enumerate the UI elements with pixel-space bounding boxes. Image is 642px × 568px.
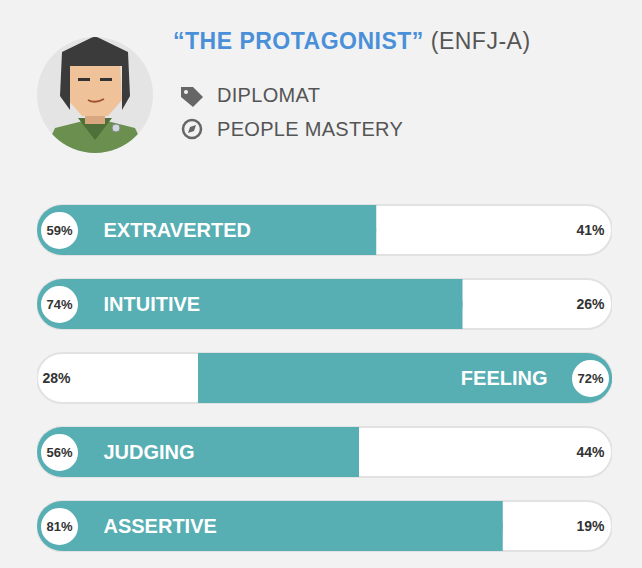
svg-text:44%: 44% <box>576 444 605 460</box>
svg-text:81%: 81% <box>46 519 72 534</box>
svg-text:56%: 56% <box>46 445 72 460</box>
svg-text:72%: 72% <box>577 371 603 386</box>
svg-text:ASSERTIVE: ASSERTIVE <box>104 515 217 537</box>
svg-text:INTUITIVE: INTUITIVE <box>104 293 201 315</box>
svg-text:19%: 19% <box>576 518 605 534</box>
html-text:PEOPLE MASTERY: PEOPLE MASTERY <box>217 118 404 140</box>
svg-text:FEELING: FEELING <box>461 367 548 389</box>
svg-text:26%: 26% <box>576 296 605 312</box>
svg-text:JUDGING: JUDGING <box>104 441 195 463</box>
svg-text:28%: 28% <box>43 370 72 386</box>
svg-text:EXTRAVERTED: EXTRAVERTED <box>104 219 251 241</box>
svg-text:41%: 41% <box>576 222 605 238</box>
html-text:“THE PROTAGONIST” (ENFJ-A): “THE PROTAGONIST” (ENFJ-A) <box>173 28 531 54</box>
svg-text:59%: 59% <box>46 223 72 238</box>
svg-text:74%: 74% <box>46 297 72 312</box>
html-text:DIPLOMAT: DIPLOMAT <box>217 84 321 106</box>
